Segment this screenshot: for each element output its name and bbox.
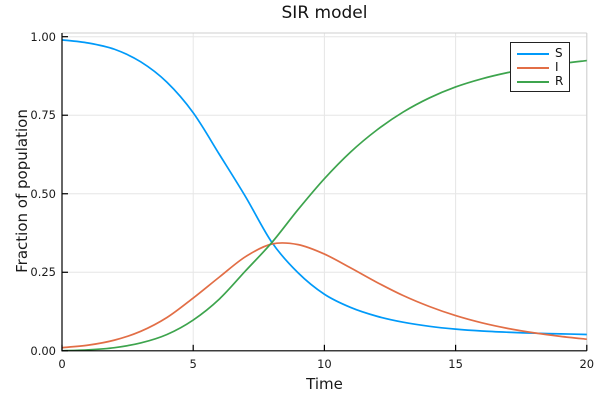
legend-label-i: I <box>555 60 559 74</box>
chart-title: SIR model <box>281 3 368 23</box>
y-tick-label: 0.75 <box>30 108 56 123</box>
y-tick-label: 0.50 <box>30 186 56 201</box>
y-tick-label: 1.00 <box>30 29 56 44</box>
x-axis-label: Time <box>306 375 343 393</box>
y-axis-label: Fraction of population <box>13 109 31 273</box>
legend-label-r: R <box>555 74 564 88</box>
legend-line-r-icon <box>517 80 549 83</box>
legend-entry-i: I <box>517 61 563 74</box>
y-tick-label: 0.25 <box>30 265 56 280</box>
legend-entry-s: S <box>517 47 563 60</box>
curve-I <box>62 242 587 349</box>
legend-label-s: S <box>555 46 563 60</box>
y-tick-label: 0.00 <box>30 343 56 358</box>
x-tick-label: 5 <box>189 357 197 371</box>
curve-R <box>62 59 587 351</box>
x-tick-label: 15 <box>448 357 463 371</box>
legend-entry-r: R <box>517 75 563 88</box>
x-tick-label: 0 <box>58 357 66 371</box>
legend-line-i-icon <box>517 66 549 69</box>
legend: S I R <box>510 42 570 92</box>
x-tick-label: 20 <box>579 357 595 371</box>
curve-S <box>62 38 587 336</box>
x-tick-label: 10 <box>317 357 332 371</box>
legend-line-s-icon <box>517 52 549 55</box>
